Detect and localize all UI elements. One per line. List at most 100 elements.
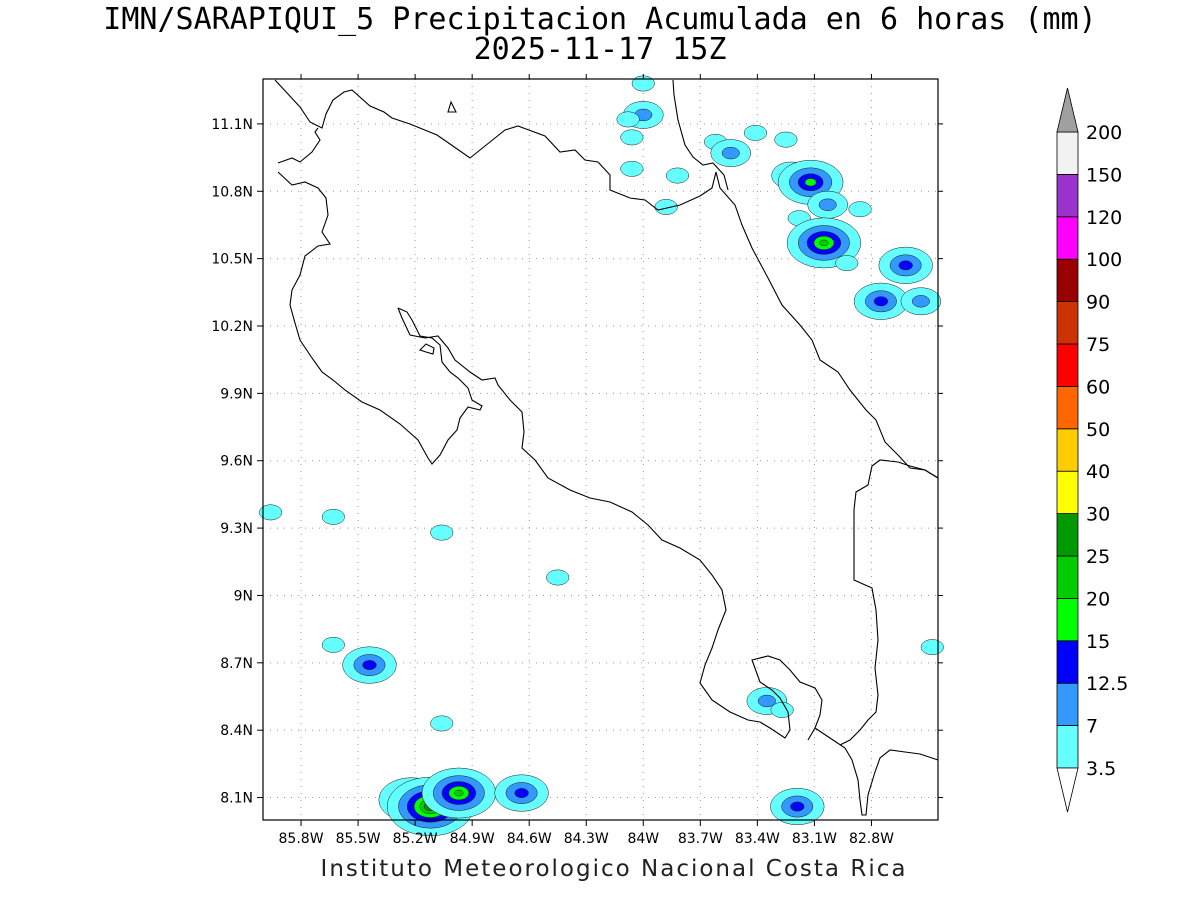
nicoya-gulf-island <box>418 343 435 355</box>
colorbar-segment <box>1056 301 1079 345</box>
lat-tick-label: 9N <box>234 588 253 604</box>
colorbar-legend: 3.5 7 12.5 15 20 25 30 40 50 60 75 90 100 120 150 200 <box>1056 87 1128 813</box>
precip-cell <box>259 504 283 521</box>
precipitation-field <box>259 75 944 837</box>
precip-cell <box>494 774 549 812</box>
lon-tick-label: 83.4W <box>735 831 780 847</box>
colorbar-label: 100 <box>1086 249 1122 271</box>
pacific-coast-central <box>397 307 761 723</box>
lat-tick-label: 10.2N <box>211 319 253 335</box>
colorbar-segment <box>1056 258 1079 303</box>
colorbar-label: 15 <box>1086 631 1110 653</box>
precip-cell <box>920 639 944 655</box>
colorbar-label: 12.5 <box>1086 673 1128 695</box>
nicaragua-lake-island <box>447 100 457 113</box>
lon-tick-label: 84W <box>627 831 659 847</box>
colorbar-segment <box>1056 725 1079 769</box>
colorbar-label: 90 <box>1086 292 1110 314</box>
colorbar-label: 30 <box>1086 504 1110 526</box>
colorbar-label: 150 <box>1086 164 1122 186</box>
lat-tick-label: 10.8N <box>211 184 253 200</box>
colorbar-segment <box>1056 640 1079 684</box>
colorbar-segment <box>1056 598 1079 642</box>
precip-cell <box>546 569 570 586</box>
precip-cell <box>807 190 848 219</box>
colorbar-label: 7 <box>1086 716 1098 738</box>
pacific-coast-guanacaste <box>277 127 483 465</box>
precip-cell <box>743 124 767 141</box>
lat-tick-label: 9.3N <box>220 521 253 537</box>
lat-tick-label: 10.5N <box>211 252 253 268</box>
colorbar-segment <box>1056 343 1079 387</box>
colorbar-top-arrow <box>1056 87 1079 133</box>
lat-tick-label: 11.1N <box>211 117 253 133</box>
caribbean-north-coast <box>672 79 729 191</box>
precip-cell <box>430 715 454 732</box>
colorbar-label: 200 <box>1086 122 1122 144</box>
colorbar-label: 20 <box>1086 588 1110 610</box>
precip-cell <box>853 282 909 320</box>
colorbar-segment <box>1056 216 1079 260</box>
colorbar-segment <box>1056 131 1079 175</box>
colorbar-segment <box>1056 173 1079 218</box>
lake-nicaragua-shore <box>274 79 939 479</box>
precip-cell <box>620 129 644 146</box>
colorbar-segment <box>1056 682 1079 727</box>
lon-tick-label: 85.2W <box>393 831 438 847</box>
precip-cell <box>770 702 794 718</box>
lat-tick-label: 8.4N <box>220 723 253 739</box>
colorbar-segment <box>1056 513 1079 557</box>
precip-cell <box>786 217 862 269</box>
colorbar-label: 50 <box>1086 419 1110 441</box>
map-frame <box>262 78 939 821</box>
precip-cell <box>654 199 678 215</box>
precip-cell <box>848 201 872 218</box>
precip-cell <box>878 246 933 284</box>
colorbar-bottom-arrow <box>1056 767 1079 813</box>
colorbar-label: 60 <box>1086 376 1110 398</box>
lat-tick-label: 9.9N <box>220 386 253 402</box>
lon-tick-label: 85.5W <box>336 831 381 847</box>
lon-tick-label: 84.3W <box>564 831 609 847</box>
lon-tick-label: 82.8W <box>849 831 894 847</box>
lon-tick-label: 85.8W <box>279 831 324 847</box>
map-title: IMN/SARAPIQUI_5 Precipitacion Acumulada … <box>103 2 1097 37</box>
panama-border <box>839 459 939 746</box>
osa-peninsula <box>751 655 823 741</box>
colorbar-segment <box>1056 555 1079 599</box>
colorbar-segment <box>1056 385 1079 430</box>
coastline <box>274 79 939 816</box>
precip-cell <box>835 255 859 272</box>
precip-cell <box>616 111 640 128</box>
lon-tick-label: 84.9W <box>450 831 495 847</box>
precip-cell <box>774 131 798 148</box>
axis-ticks: 85.8W 85.5W 85.2W 84.9W 84.6W 84.3W 84W 83.7W 83… <box>211 74 943 847</box>
credit-footer: Instituto Meteorologico Nacional Costa R… <box>320 856 908 882</box>
colorbar-label: 40 <box>1086 461 1110 483</box>
lon-tick-label: 83.7W <box>678 831 723 847</box>
lon-tick-label: 83.1W <box>792 831 837 847</box>
precip-cell <box>900 287 942 316</box>
precip-cell <box>342 646 397 684</box>
precip-cell <box>710 139 751 167</box>
colorbar-segment <box>1056 470 1079 515</box>
precip-cell <box>321 636 345 653</box>
precip-cell <box>421 767 496 819</box>
map-subtitle-date: 2025-11-17 15Z <box>473 32 727 67</box>
lat-tick-label: 8.1N <box>220 791 253 807</box>
golfito-coast <box>814 727 939 816</box>
lon-tick-label: 84.6W <box>507 831 552 847</box>
precip-cell <box>770 788 825 826</box>
colorbar-label: 25 <box>1086 546 1110 568</box>
lat-tick-label: 8.7N <box>220 656 253 672</box>
precip-cell <box>620 160 644 177</box>
colorbar-segment <box>1056 428 1079 472</box>
precip-cell <box>430 524 454 541</box>
precip-cell <box>666 167 690 184</box>
lat-tick-label: 9.6N <box>220 454 253 470</box>
colorbar-label: 3.5 <box>1086 758 1116 780</box>
colorbar-label: 75 <box>1086 334 1110 356</box>
precip-cell <box>321 508 345 525</box>
colorbar-label: 120 <box>1086 207 1122 229</box>
